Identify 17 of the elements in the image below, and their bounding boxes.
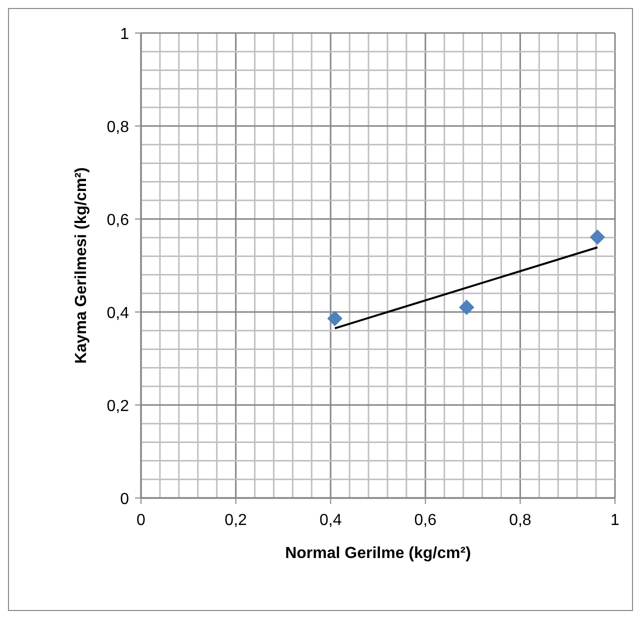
y-tick-label: 0,8 bbox=[106, 119, 130, 136]
x-tick-label: 0,2 bbox=[224, 512, 248, 529]
y-tick-label: 0,2 bbox=[106, 398, 130, 415]
x-tick-label: 1 bbox=[610, 512, 620, 529]
y-tick-label: 0,4 bbox=[106, 305, 130, 322]
x-tick-label: 0,6 bbox=[414, 512, 437, 529]
y-tick-label: 0,6 bbox=[106, 212, 130, 229]
x-tick-label: 0 bbox=[136, 512, 146, 529]
point bbox=[458, 300, 474, 316]
point bbox=[327, 310, 343, 326]
x-tick-label: 0,4 bbox=[319, 512, 342, 529]
y-tick-label: 0 bbox=[120, 491, 130, 508]
y-axis-title: Kayma Gerilmesi (kg/cm²) bbox=[73, 167, 90, 364]
point bbox=[590, 229, 606, 245]
x-tick-label: 0,8 bbox=[509, 512, 532, 529]
y-tick-label: 1 bbox=[120, 26, 130, 43]
x-axis-title: Normal Gerilme (kg/cm²) bbox=[285, 545, 471, 562]
